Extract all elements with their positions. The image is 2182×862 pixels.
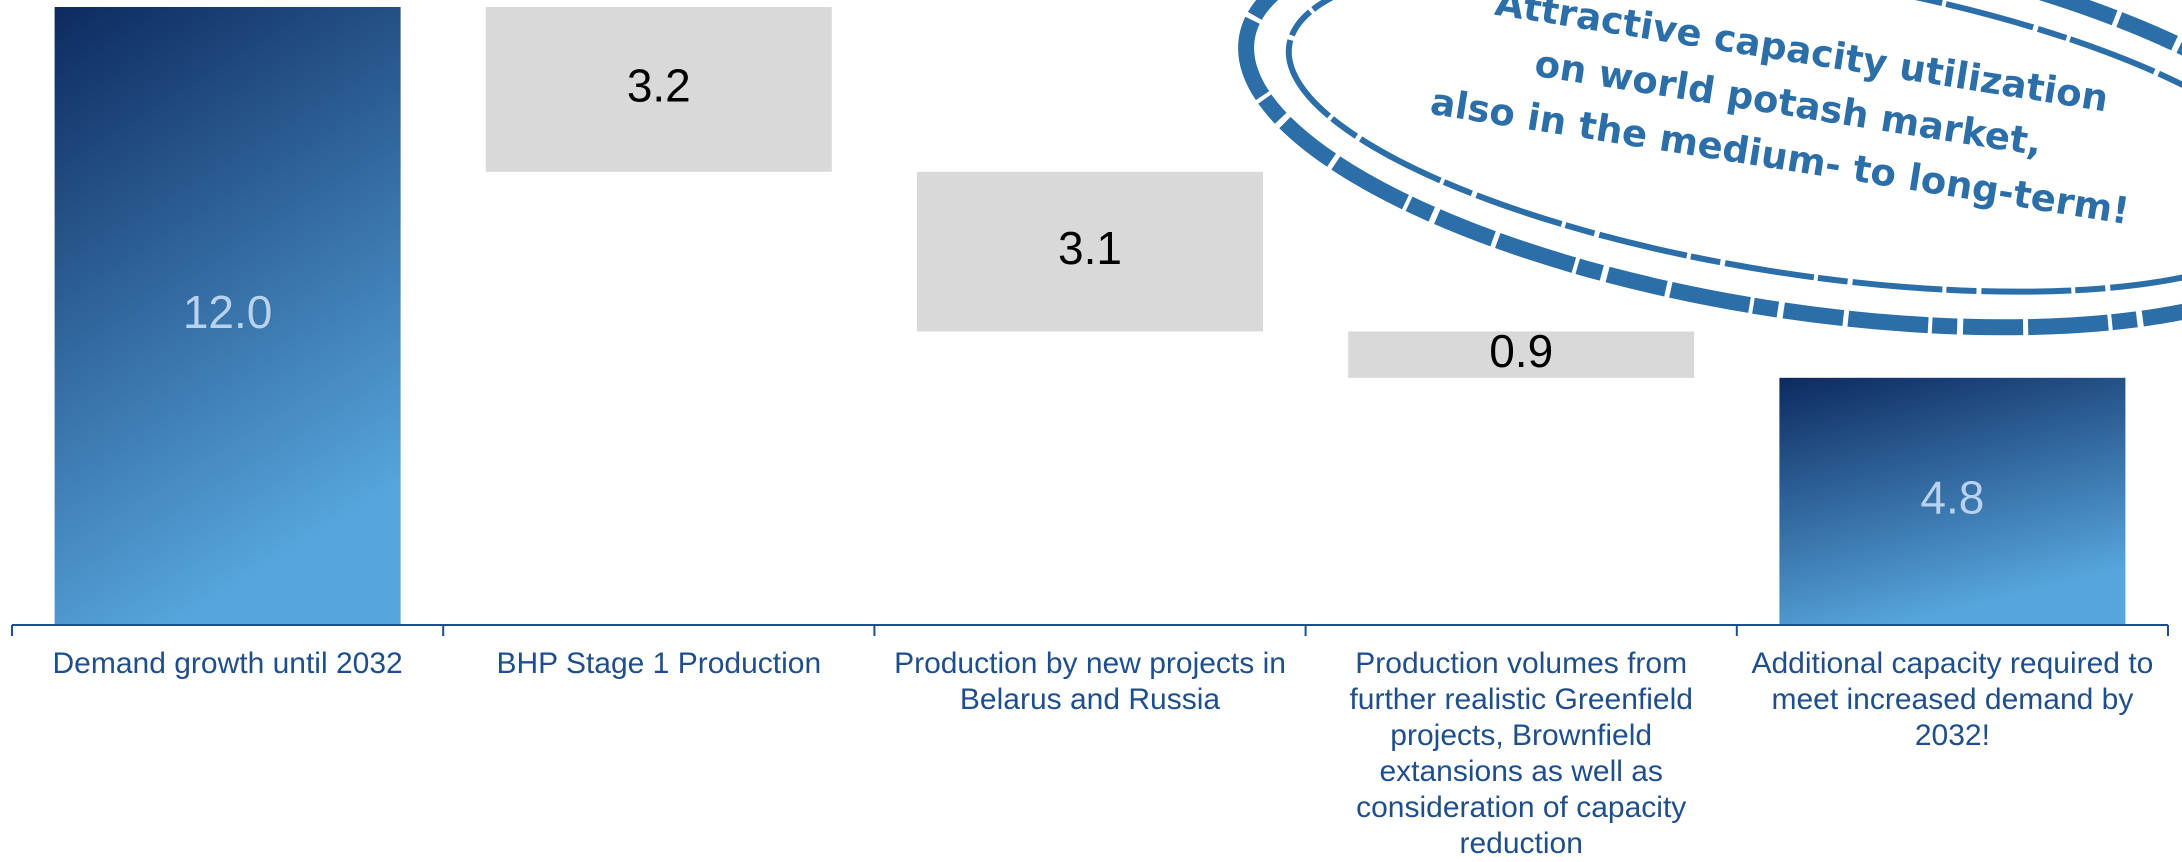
bar-2 [485, 7, 832, 172]
category-label-4-line-6: reduction [1459, 827, 1582, 860]
bar-value-label-1: 12.0 [183, 286, 273, 338]
category-label-4-line-5: consideration of capacity [1356, 791, 1686, 824]
bars-layer: 12.0 3.2 3.1 0.9 4.8 [54, 7, 2126, 625]
bar-5 [1779, 377, 2126, 625]
stamp-ring-outer [1238, 0, 2182, 336]
category-label-3-line-2: Belarus and Russia [960, 683, 1220, 716]
category-label-4-line-2: further realistic Greenfield [1349, 683, 1692, 716]
category-label-2-line-1: BHP Stage 1 Production [496, 647, 821, 680]
category-label-4-line-4: extansions as well as [1379, 755, 1662, 788]
category-label-3-line-1: Production by new projects in [894, 647, 1286, 680]
bar-3 [917, 171, 1263, 332]
category-label-5-line-1: Additional capacity required to [1751, 647, 2153, 680]
category-label-5-line-3: 2032! [1915, 719, 1990, 752]
bar-1 [54, 7, 401, 625]
category-label-1-line-1: Demand growth until 2032 [52, 647, 402, 680]
bar-value-label-5: 4.8 [1920, 472, 1984, 524]
bar-4 [1348, 331, 1695, 378]
category-labels: Demand growth until 2032 BHP Stage 1 Prod… [52, 647, 2153, 860]
bar-value-label-2: 3.2 [627, 60, 691, 112]
category-label-4-line-3: projects, Brownfield [1390, 719, 1652, 752]
x-axis [11, 624, 2169, 636]
stamp-ring-inner [1285, 0, 2182, 295]
bar-value-label-4: 0.9 [1489, 325, 1553, 377]
category-label-5-line-2: meet increased demand by [1771, 683, 2133, 716]
category-label-4-line-1: Production volumes from [1355, 647, 1687, 680]
bar-value-label-3: 3.1 [1058, 222, 1122, 274]
